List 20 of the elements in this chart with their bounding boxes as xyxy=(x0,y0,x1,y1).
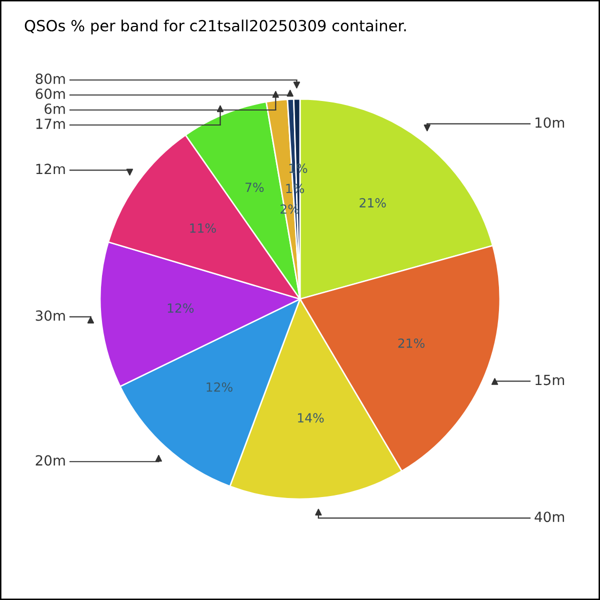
slice-label: 80m xyxy=(36,74,65,84)
chart-title: QSOs % per band for c21tsall20250309 container. xyxy=(24,20,406,34)
data-label: 14% xyxy=(298,413,324,423)
data-label: 21% xyxy=(360,198,386,208)
data-label: 2% xyxy=(280,204,299,214)
slice-label: 30m xyxy=(36,310,65,321)
slice-label: 10m xyxy=(536,117,564,128)
data-label: 12% xyxy=(206,382,232,392)
data-label: 1% xyxy=(289,164,308,173)
data-label: 11% xyxy=(190,223,216,233)
slice-label: 12m xyxy=(36,164,65,174)
data-label: 21% xyxy=(398,338,424,348)
data-label: 7% xyxy=(246,182,264,192)
slice-label: 40m xyxy=(534,512,564,522)
slice-label: 20m xyxy=(36,455,65,466)
slice-label: 6m xyxy=(44,104,65,114)
slice-label: 17m xyxy=(36,118,65,129)
slice-label: 15m xyxy=(536,374,564,386)
slice-label: 60m xyxy=(36,88,65,100)
data-label: 12% xyxy=(168,303,194,313)
